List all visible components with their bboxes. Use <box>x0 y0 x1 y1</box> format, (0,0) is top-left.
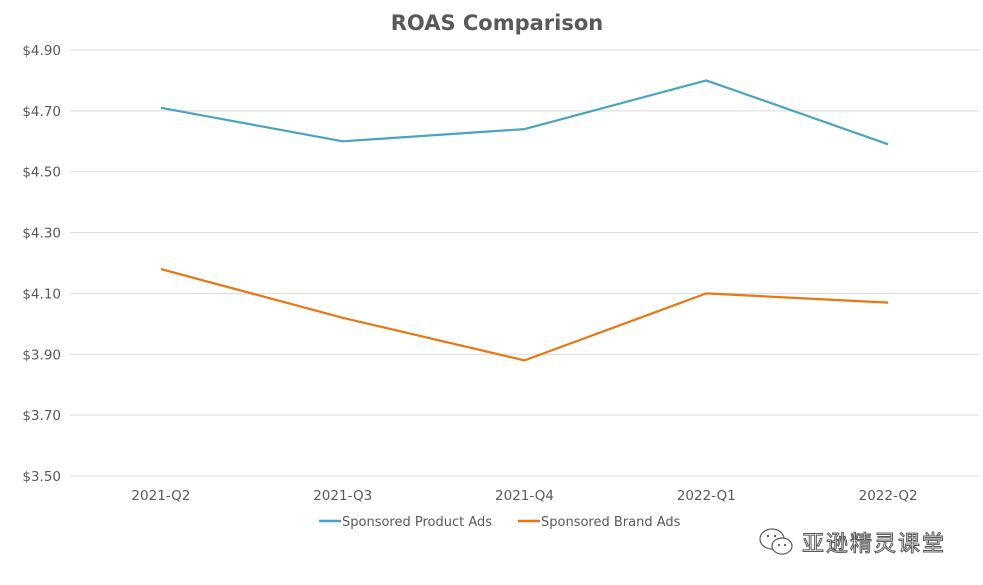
y-tick-label: $4.70 <box>22 104 61 120</box>
x-tick-label: 2021-Q4 <box>495 488 554 504</box>
x-tick-label: 2021-Q3 <box>313 488 372 504</box>
y-tick-label: $4.90 <box>22 43 61 59</box>
legend: Sponsored Product Ads Sponsored Brand Ads <box>319 515 681 530</box>
y-axis-ticks: $3.50 $3.70 $3.90 $4.10 $4.30 $4.50 $4.70 $4.90 <box>22 43 61 485</box>
x-tick-label: 2021-Q2 <box>131 488 190 504</box>
wechat-icon <box>759 528 793 555</box>
y-tick-label: $4.30 <box>22 226 61 242</box>
y-tick-label: $3.70 <box>22 408 61 424</box>
y-tick-label: $3.90 <box>22 347 61 363</box>
x-axis-ticks: 2021-Q2 2021-Q3 2021-Q4 2022-Q1 2022-Q2 <box>131 488 917 504</box>
legend-label: Sponsored Product Ads <box>342 515 492 530</box>
y-tick-label: $4.50 <box>22 165 61 181</box>
legend-item: Sponsored Brand Ads <box>518 515 681 530</box>
y-tick-label: $4.10 <box>22 286 61 302</box>
chart-title: ROAS Comparison <box>391 11 604 35</box>
y-tick-label: $3.50 <box>22 469 61 485</box>
gridlines <box>70 49 979 477</box>
legend-item: Sponsored Product Ads <box>319 515 492 530</box>
series-line <box>160 79 889 146</box>
watermark-text: 亚逊精灵课堂 <box>801 532 947 558</box>
series-lines <box>160 79 889 362</box>
x-tick-label: 2022-Q1 <box>677 488 736 504</box>
series-line <box>160 268 889 362</box>
legend-label: Sponsored Brand Ads <box>541 515 681 530</box>
x-tick-label: 2022-Q2 <box>859 488 918 504</box>
watermark: 亚逊精灵课堂 <box>758 526 946 558</box>
